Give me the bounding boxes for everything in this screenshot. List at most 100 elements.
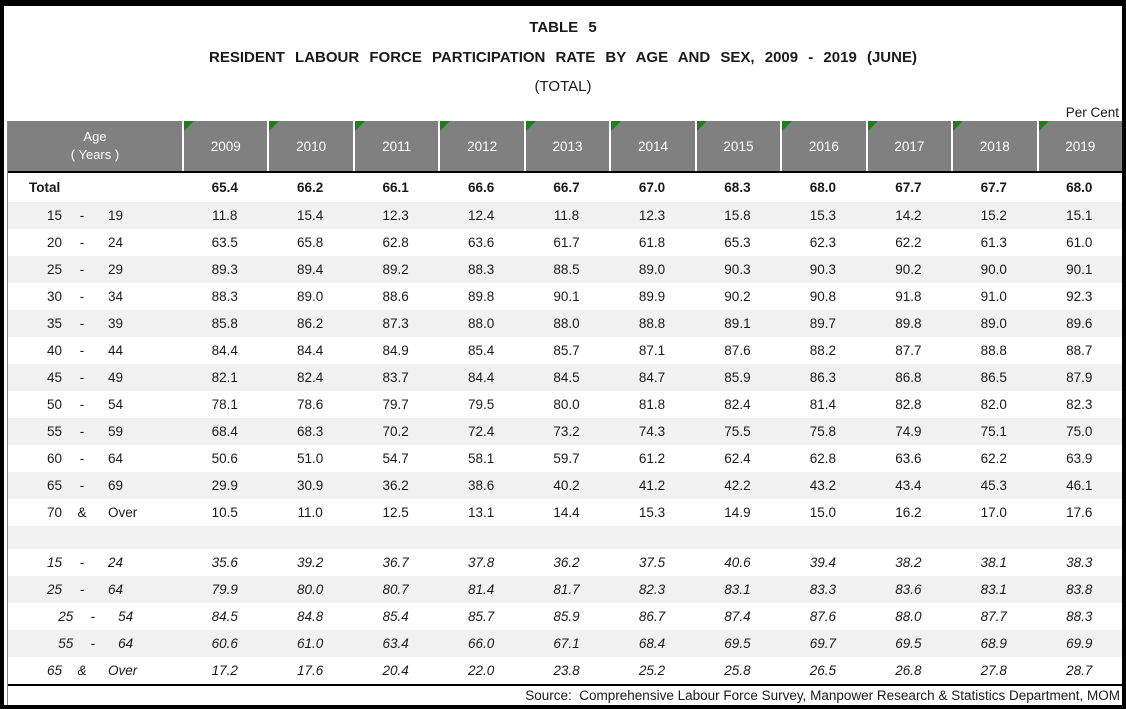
age-separator: - — [90, 636, 95, 651]
age-header-line1: Age — [83, 129, 107, 145]
age-to: 24 — [108, 555, 124, 570]
age-separator: - — [79, 370, 85, 385]
value-cell: 90.3 — [724, 262, 751, 277]
age-to: 19 — [108, 208, 124, 223]
value-cell: 17.6 — [1066, 505, 1093, 520]
value-cell: 63.4 — [382, 636, 409, 651]
value-cell: 82.4 — [297, 370, 324, 385]
age-to: 64 — [118, 636, 134, 651]
age-from: 25 — [58, 609, 74, 624]
age-cell: 30 - 34 — [8, 289, 182, 304]
value-cell: 88.2 — [809, 343, 837, 358]
value-cell: 50.6 — [211, 451, 238, 466]
value-cell: 80.7 — [382, 582, 409, 597]
value-cell: 39.4 — [809, 555, 837, 570]
value-cell: 51.0 — [297, 451, 324, 466]
age-to: 54 — [118, 609, 134, 624]
age-from: 15 — [46, 208, 62, 223]
value-cell: 90.8 — [809, 289, 837, 304]
year-column-header: 2014 — [609, 121, 694, 171]
green-corner-marker-icon — [269, 121, 280, 131]
year-label: 2018 — [979, 138, 1010, 154]
value-cell: 88.6 — [382, 289, 409, 304]
value-cell: 66.7 — [553, 180, 580, 195]
age-separator: - — [79, 555, 85, 570]
value-cell: 11.8 — [212, 208, 238, 223]
value-cell: 88.8 — [638, 316, 666, 331]
age-cell: 55 - 64 — [8, 636, 182, 651]
value-cell: 85.8 — [211, 316, 238, 331]
value-cell: 88.0 — [553, 316, 580, 331]
value-cell: 81.4 — [467, 582, 495, 597]
age-separator: - — [79, 289, 85, 304]
value-cell: 62.8 — [382, 235, 409, 250]
age-cell: Total — [8, 180, 182, 195]
year-label: 2019 — [1065, 138, 1096, 154]
value-cell: 82.0 — [980, 397, 1007, 412]
green-corner-marker-icon — [1038, 121, 1049, 131]
value-cell: 59.7 — [553, 451, 580, 466]
year-column-header: 2012 — [438, 121, 523, 171]
green-corner-marker-icon — [440, 121, 451, 131]
table-row: 50 - 54 78.1 78.6 79.7 79.5 80.0 81.8 82.4 81.4 82.… — [8, 391, 1122, 418]
value-cell: 27.8 — [980, 663, 1007, 678]
table-row: 60 - 64 50.6 51.0 54.7 58.1 59.7 61.2 62.4 62.8 63.… — [8, 445, 1122, 472]
age-column-header: Age ( Years ) — [8, 121, 182, 171]
value-cell: 46.1 — [1066, 478, 1093, 493]
value-cell: 84.5 — [553, 370, 580, 385]
age-cell: 70 & Over — [8, 505, 182, 520]
age-to: 24 — [108, 235, 124, 250]
value-cell: 61.2 — [638, 451, 666, 466]
table-number: TABLE 5 — [529, 19, 597, 36]
value-cell: 29.9 — [211, 478, 238, 493]
value-cell: 36.7 — [382, 555, 409, 570]
table-row: 65 & Over 17.2 17.6 20.4 22.0 23.8 25.2 25.8 26.5 2… — [8, 657, 1122, 684]
value-cell: 20.4 — [382, 663, 409, 678]
value-cell: 60.6 — [211, 636, 238, 651]
value-cell: 89.6 — [1066, 316, 1093, 331]
value-cell: 88.3 — [467, 262, 495, 277]
value-cell: 85.7 — [553, 343, 580, 358]
year-column-header: 2011 — [352, 121, 438, 171]
value-cell: 63.9 — [1066, 451, 1093, 466]
value-cell: 61.3 — [980, 235, 1007, 250]
age-to: Over — [108, 663, 138, 678]
value-cell: 35.6 — [211, 555, 238, 570]
green-corner-marker-icon — [696, 121, 707, 131]
year-column-header: 2010 — [267, 121, 352, 171]
age-to: 39 — [108, 316, 124, 331]
value-cell: 82.8 — [895, 397, 922, 412]
value-cell: 83.3 — [809, 582, 837, 597]
table-row: 45 - 49 82.1 82.4 83.7 84.4 84.5 84.7 85.9 86.3 86.… — [8, 364, 1122, 391]
value-cell: 91.0 — [980, 289, 1007, 304]
year-column-header: 2013 — [523, 121, 609, 171]
age-header-line2: ( Years ) — [70, 147, 120, 162]
age-from: 65 — [46, 663, 62, 678]
value-cell: 15.1 — [1066, 208, 1093, 223]
year-label: 2011 — [382, 138, 412, 154]
age-to: 64 — [108, 582, 124, 597]
age-from: 15 — [46, 555, 62, 570]
value-cell: 88.0 — [895, 609, 922, 624]
value-cell: 10.5 — [211, 505, 238, 520]
value-cell: 88.8 — [980, 343, 1007, 358]
year-column-header: 2009 — [182, 121, 267, 171]
value-cell: 83.1 — [724, 582, 751, 597]
value-cell: 25.2 — [638, 663, 666, 678]
value-cell: 14.4 — [553, 505, 580, 520]
age-separator: & — [77, 663, 87, 678]
value-cell: 83.8 — [1066, 582, 1093, 597]
value-cell: 68.4 — [638, 636, 666, 651]
value-cell: 15.3 — [809, 208, 837, 223]
value-cell: 12.4 — [467, 208, 495, 223]
source-text: Source: Comprehensive Labour Force Surve… — [525, 688, 1120, 703]
table-row: 25 - 29 89.3 89.4 89.2 88.3 88.5 89.0 90.3 90.3 90.… — [8, 256, 1122, 283]
value-cell: 92.3 — [1066, 289, 1093, 304]
green-corner-marker-icon — [525, 121, 536, 131]
value-cell: 37.8 — [467, 555, 495, 570]
age-cell: 15 - 19 — [8, 208, 182, 223]
value-cell: 38.3 — [1066, 555, 1093, 570]
table-row: 40 - 44 84.4 84.4 84.9 85.4 85.7 87.1 87.6 88.2 87.… — [8, 337, 1122, 364]
table-row: 25 - 64 79.9 80.0 80.7 81.4 81.7 82.3 83.1 83.3 83.… — [8, 576, 1122, 603]
